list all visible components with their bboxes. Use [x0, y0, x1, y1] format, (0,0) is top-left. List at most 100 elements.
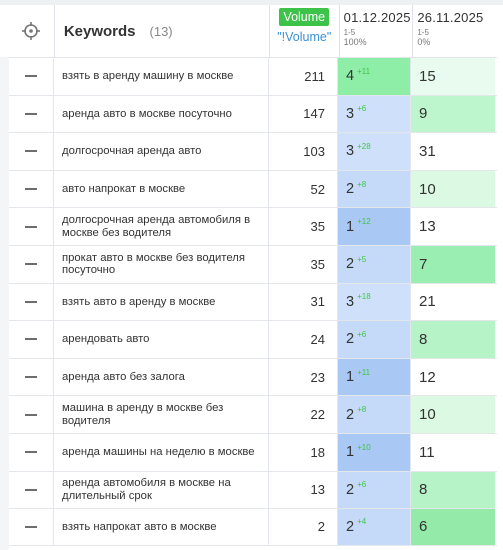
- row-toggle-button[interactable]: [9, 471, 54, 509]
- row-toggle-button[interactable]: [9, 133, 54, 170]
- volume-cell: 103: [269, 133, 338, 170]
- position-value: 4: [346, 68, 355, 85]
- keyword-cell[interactable]: прокат авто в москве без водителя посуто…: [54, 245, 269, 283]
- position-cell-date-2[interactable]: 10: [411, 396, 495, 433]
- table-header: Keywords (13) Volume "!Volume" 01.12.202…: [9, 5, 497, 57]
- date-label-1: 01.12.2025: [343, 10, 411, 25]
- position-value: 3: [346, 143, 355, 160]
- keyword-text: взять напрокат авто в москве: [62, 520, 217, 533]
- position-value: 9: [419, 105, 428, 123]
- minus-icon: [25, 451, 37, 454]
- position-cell-date-1[interactable]: 1 +12: [338, 208, 411, 245]
- position-cell-date-2[interactable]: 13: [411, 208, 495, 245]
- row-toggle-button[interactable]: [9, 208, 54, 245]
- exact-volume-link[interactable]: "!Volume": [277, 30, 332, 44]
- row-toggle-button[interactable]: [9, 95, 54, 133]
- position-cell-date-1[interactable]: 3 +18: [338, 283, 411, 321]
- minus-icon: [25, 376, 37, 379]
- keyword-cell[interactable]: взять авто в аренду в москве: [54, 283, 269, 321]
- row-toggle-button[interactable]: [9, 396, 54, 433]
- position-cell-date-2[interactable]: 6: [411, 509, 495, 545]
- position-value: 1: [346, 369, 355, 386]
- row-toggle-button[interactable]: [9, 170, 54, 208]
- keyword-cell[interactable]: долгосрочная аренда автомобиля в москве …: [54, 208, 269, 245]
- position-cell-date-1[interactable]: 4 +11: [338, 58, 411, 95]
- keyword-text: прокат авто в москве без водителя посуто…: [62, 251, 245, 277]
- position-cell-date-1[interactable]: 3 +28: [338, 133, 411, 170]
- position-value: 10: [419, 406, 436, 424]
- position-value: 2: [346, 331, 355, 348]
- position-cell-date-2[interactable]: 15: [411, 58, 495, 95]
- keyword-text: машина в аренду в москве без водителя: [62, 402, 224, 427]
- position-delta: +5: [357, 254, 367, 264]
- table-row: долгосрочная аренда авто 103 3 +28 31: [9, 132, 497, 170]
- keyword-text: взять в аренду машину в москве: [62, 70, 234, 83]
- position-cell-date-2[interactable]: 21: [411, 283, 495, 321]
- position-value: 10: [419, 180, 436, 198]
- position-value: 2: [346, 406, 355, 423]
- table-row: аренда машины на неделю в москве 18 1 +10 11: [9, 432, 497, 471]
- position-cell-date-2[interactable]: 12: [411, 358, 495, 396]
- row-toggle-button[interactable]: [9, 321, 54, 358]
- volume-sort-button[interactable]: Volume: [279, 8, 330, 26]
- date-column-header-2[interactable]: 26.11.2025 1-5 0%: [413, 5, 497, 57]
- volume-cell: 147: [269, 95, 338, 133]
- date-column-header-1[interactable]: 01.12.2025 1-5 100%: [340, 5, 414, 57]
- row-toggle-button[interactable]: [9, 358, 54, 396]
- keyword-cell[interactable]: взять в аренду машину в москве: [54, 58, 269, 95]
- position-delta: +4: [357, 517, 367, 527]
- keyword-cell[interactable]: аренда автомобиля в москве на длительный…: [54, 471, 269, 509]
- keyword-cell[interactable]: аренда авто в москве посуточно: [54, 95, 269, 133]
- position-delta: +11: [357, 367, 371, 377]
- position-delta: +8: [357, 405, 367, 415]
- table-row: аренда автомобиля в москве на длительный…: [9, 470, 497, 509]
- position-cell-date-1[interactable]: 2 +8: [338, 396, 411, 433]
- keyword-cell[interactable]: арендовать авто: [54, 321, 269, 358]
- keyword-cell[interactable]: машина в аренду в москве без водителя: [54, 396, 269, 433]
- table-row: арендовать авто 24 2 +6 8: [9, 320, 497, 358]
- position-cell-date-1[interactable]: 2 +4: [338, 509, 411, 545]
- position-cell-date-1[interactable]: 2 +8: [338, 170, 411, 208]
- position-value: 6: [419, 518, 428, 536]
- keyword-cell[interactable]: аренда авто без залога: [54, 358, 269, 396]
- position-cell-date-2[interactable]: 31: [411, 133, 495, 170]
- minus-icon: [25, 488, 37, 491]
- volume-cell: 211: [269, 58, 338, 95]
- position-cell-date-1[interactable]: 2 +6: [338, 471, 411, 509]
- table-row: аренда авто в москве посуточно 147 3 +6 9: [9, 94, 497, 133]
- position-cell-date-2[interactable]: 7: [411, 245, 495, 283]
- keywords-table-body: взять в аренду машину в москве 211 4 +11 15 а…: [9, 57, 497, 546]
- position-cell-date-1[interactable]: 1 +10: [338, 433, 411, 471]
- position-cell-date-2[interactable]: 10: [411, 170, 495, 208]
- position-value: 31: [419, 142, 436, 160]
- select-target-button[interactable]: [9, 5, 55, 57]
- top-strip: [0, 0, 503, 5]
- position-cell-date-1[interactable]: 3 +6: [338, 95, 411, 133]
- position-cell-date-1[interactable]: 2 +6: [338, 321, 411, 358]
- keyword-cell[interactable]: взять напрокат авто в москве: [54, 509, 269, 545]
- position-value: 2: [346, 481, 355, 498]
- position-cell-date-2[interactable]: 11: [411, 433, 495, 471]
- position-cell-date-1[interactable]: 2 +5: [338, 245, 411, 283]
- keyword-text: арендовать авто: [62, 333, 150, 346]
- row-toggle-button[interactable]: [9, 245, 54, 283]
- position-value: 12: [419, 368, 436, 386]
- keyword-cell[interactable]: авто напрокат в москве: [54, 170, 269, 208]
- position-delta: +28: [357, 141, 371, 151]
- position-cell-date-1[interactable]: 1 +11: [338, 358, 411, 396]
- keywords-title: Keywords: [63, 22, 136, 40]
- date-top-percent-2: 0%: [417, 37, 431, 47]
- position-cell-date-2[interactable]: 9: [411, 95, 495, 133]
- position-delta: +6: [357, 104, 367, 114]
- volume-column-header: Volume "!Volume": [270, 5, 340, 57]
- keyword-cell[interactable]: долгосрочная аренда авто: [54, 133, 269, 170]
- position-cell-date-2[interactable]: 8: [411, 471, 495, 509]
- row-toggle-button[interactable]: [9, 58, 54, 95]
- position-delta: +12: [357, 217, 371, 227]
- position-cell-date-2[interactable]: 8: [411, 321, 495, 358]
- keyword-cell[interactable]: аренда машины на неделю в москве: [54, 433, 269, 471]
- row-toggle-button[interactable]: [9, 283, 54, 321]
- keywords-column-header[interactable]: Keywords (13): [55, 5, 270, 57]
- row-toggle-button[interactable]: [9, 433, 54, 471]
- row-toggle-button[interactable]: [9, 509, 54, 545]
